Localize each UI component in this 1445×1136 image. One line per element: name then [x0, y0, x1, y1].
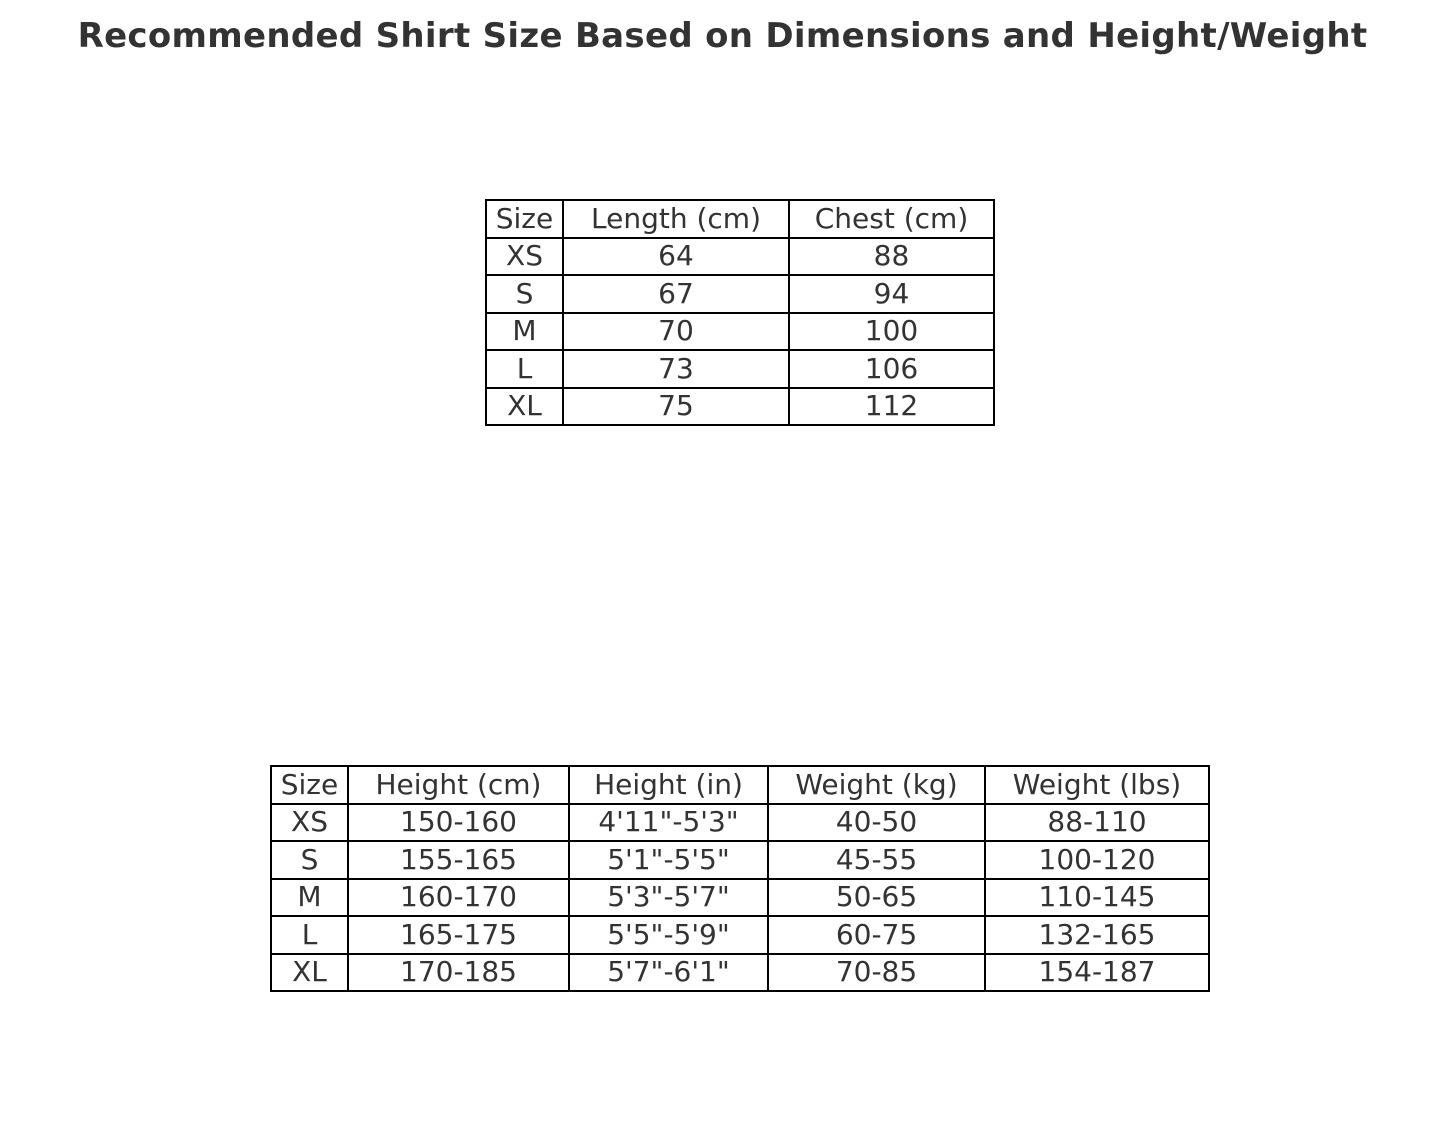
header-row: Size Length (cm) Chest (cm) [485, 199, 995, 239]
table-cell: 112 [788, 386, 995, 426]
table-cell: XL [270, 952, 349, 992]
table-cell: L [270, 915, 349, 955]
header-row: Size Height (cm) Height (in) Weight (kg) Wei… [270, 765, 1210, 805]
table-cell: 5'7"-6'1" [568, 952, 769, 992]
table-cell: 5'1"-5'5" [568, 840, 769, 880]
table-cell: XS [485, 236, 564, 276]
table-cell: M [485, 311, 564, 351]
chart-title: Recommended Shirt Size Based on Dimensio… [77, 16, 1368, 56]
table-cell: 88 [788, 236, 995, 276]
table-cell: 73 [562, 349, 790, 389]
table-cell: 70-85 [767, 952, 986, 992]
table-row: L 165-175 5'5"-5'9" 60-75 132-165 [270, 915, 1210, 955]
column-header: Chest (cm) [788, 199, 995, 239]
column-header: Weight (lbs) [984, 765, 1210, 805]
column-header: Size [485, 199, 564, 239]
table-cell: 106 [788, 349, 995, 389]
table-cell: XS [270, 802, 349, 842]
dimensions-table: Size Length (cm) Chest (cm) XS 64 88 S 67 94 M 70 1… [485, 199, 995, 426]
column-header: Size [270, 765, 349, 805]
table-row: S 67 94 [485, 274, 995, 314]
table-row: XS 150-160 4'11"-5'3" 40-50 88-110 [270, 802, 1210, 842]
table-row: M 160-170 5'3"-5'7" 50-65 110-145 [270, 877, 1210, 917]
table-row: L 73 106 [485, 349, 995, 389]
table-cell: 75 [562, 386, 790, 426]
column-header: Weight (kg) [767, 765, 986, 805]
table-cell: 94 [788, 274, 995, 314]
table-cell: 4'11"-5'3" [568, 802, 769, 842]
table-cell: S [270, 840, 349, 880]
table-row: XL 75 112 [485, 386, 995, 426]
table-row: XS 64 88 [485, 236, 995, 276]
table-cell: 100-120 [984, 840, 1210, 880]
table-cell: 170-185 [347, 952, 570, 992]
table-cell: 45-55 [767, 840, 986, 880]
table-row: S 155-165 5'1"-5'5" 45-55 100-120 [270, 840, 1210, 880]
table-cell: 154-187 [984, 952, 1210, 992]
table-cell: 88-110 [984, 802, 1210, 842]
table-cell: 5'3"-5'7" [568, 877, 769, 917]
table-row: XL 170-185 5'7"-6'1" 70-85 154-187 [270, 952, 1210, 992]
table-cell: 40-50 [767, 802, 986, 842]
table-cell: 50-65 [767, 877, 986, 917]
table-cell: 100 [788, 311, 995, 351]
column-header: Height (cm) [347, 765, 570, 805]
table-cell: 67 [562, 274, 790, 314]
table-cell: 60-75 [767, 915, 986, 955]
table-row: M 70 100 [485, 311, 995, 351]
column-header: Height (in) [568, 765, 769, 805]
table-cell: 110-145 [984, 877, 1210, 917]
table-cell: 70 [562, 311, 790, 351]
table-cell: 165-175 [347, 915, 570, 955]
table-cell: XL [485, 386, 564, 426]
table-cell: 160-170 [347, 877, 570, 917]
table-cell: S [485, 274, 564, 314]
table-cell: 5'5"-5'9" [568, 915, 769, 955]
table-cell: 155-165 [347, 840, 570, 880]
table-cell: 64 [562, 236, 790, 276]
column-header: Length (cm) [562, 199, 790, 239]
height-weight-table: Size Height (cm) Height (in) Weight (kg) Wei… [270, 765, 1210, 992]
table-cell: 150-160 [347, 802, 570, 842]
table-cell: 132-165 [984, 915, 1210, 955]
table-cell: L [485, 349, 564, 389]
table-cell: M [270, 877, 349, 917]
